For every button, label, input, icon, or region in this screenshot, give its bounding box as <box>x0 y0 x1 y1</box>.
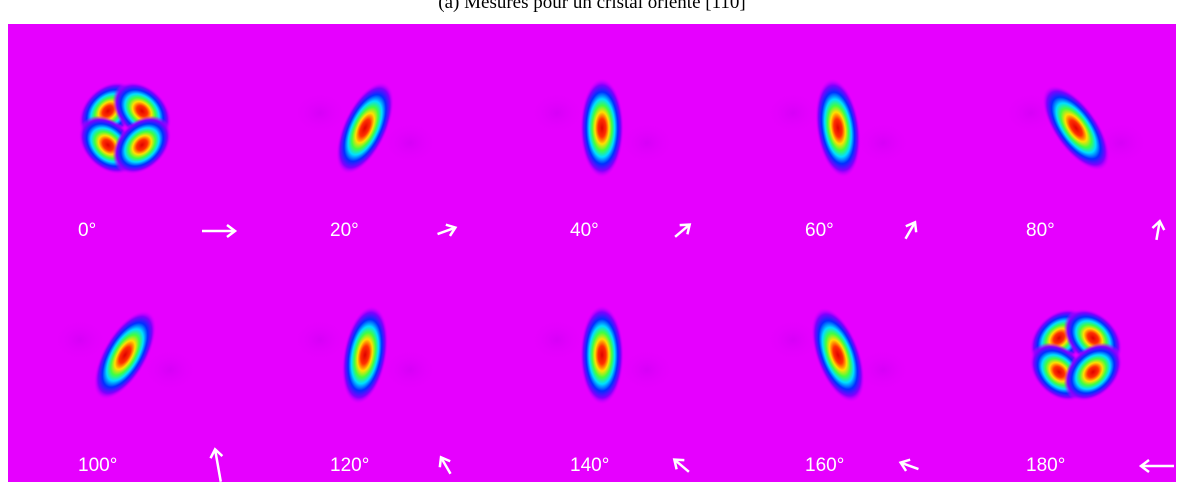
arrow-head <box>209 447 224 459</box>
faint-lobe <box>529 91 585 135</box>
polarization-arrow <box>898 458 919 472</box>
arrow-shaft <box>440 457 452 475</box>
intensity-map <box>1029 308 1123 402</box>
lobe <box>341 305 389 405</box>
angle-label: 80° <box>1026 220 1055 241</box>
arrow-head <box>1138 459 1150 473</box>
intensity-map <box>52 310 198 400</box>
arrow-shaft <box>1155 221 1161 241</box>
intensity-map <box>292 81 438 175</box>
intensity-map <box>1003 85 1149 171</box>
arrow-head <box>226 224 238 238</box>
angle-label: 180° <box>1026 455 1065 476</box>
angle-label: 140° <box>570 455 609 476</box>
arrow-head <box>905 220 918 233</box>
intensity-map <box>765 307 911 403</box>
polarization-arrow <box>209 447 224 482</box>
polarization-arrow <box>904 220 918 240</box>
polarization-arrow <box>674 223 692 238</box>
faint-lobe <box>855 348 911 392</box>
polarization-arrow <box>1138 459 1174 473</box>
angle-label: 20° <box>330 220 359 241</box>
arrow-head <box>1151 219 1166 231</box>
figure: 0° 20° 40° 60° 80° 100° 120° 140° 160° 180° <box>8 24 1176 482</box>
lobe <box>335 81 395 175</box>
faint-lobe <box>382 121 438 165</box>
faint-lobe <box>765 318 821 362</box>
faint-lobe <box>292 91 348 135</box>
arrow-head <box>438 455 451 468</box>
arrow-head <box>445 223 458 237</box>
figure-caption: (a) Mesures pour un cristal orienté [110… <box>438 0 746 13</box>
faint-lobe <box>765 91 821 135</box>
faint-lobe <box>619 121 675 165</box>
polarization-arrow <box>438 455 452 475</box>
lobe <box>580 78 624 178</box>
angle-label: 100° <box>78 455 117 476</box>
lobe <box>93 310 157 400</box>
intensity-map <box>292 305 438 405</box>
polarization-arrow <box>437 223 458 237</box>
arrow-shaft <box>437 226 455 236</box>
faint-lobe <box>382 348 438 392</box>
lobe <box>815 78 861 178</box>
arrow-head <box>898 458 911 472</box>
lobe <box>580 305 624 405</box>
faint-lobe <box>619 348 675 392</box>
intensity-map <box>78 81 172 175</box>
lobe <box>1063 342 1123 402</box>
intensity-map <box>529 78 675 178</box>
arrow-shaft <box>674 459 690 473</box>
arrow-head <box>672 458 685 470</box>
faint-lobe <box>52 318 108 362</box>
polarization-arrow <box>202 224 238 238</box>
intensity-map <box>529 305 675 405</box>
lobe <box>1042 85 1110 171</box>
angle-label: 120° <box>330 455 369 476</box>
arrow-shaft <box>213 450 223 482</box>
arrow-shaft <box>904 222 916 240</box>
faint-lobe <box>855 121 911 165</box>
angle-label: 40° <box>570 220 599 241</box>
angle-label: 0° <box>78 220 96 241</box>
faint-lobe <box>292 318 348 362</box>
intensity-map <box>765 78 911 178</box>
arrow-shaft <box>901 461 919 471</box>
polarization-arrow <box>1151 219 1166 241</box>
lobe <box>811 307 865 403</box>
faint-lobe <box>529 318 585 362</box>
angle-label: 60° <box>805 220 834 241</box>
faint-lobe <box>142 348 198 392</box>
arrow-head <box>679 223 692 235</box>
lobe <box>112 115 172 175</box>
angle-label: 160° <box>805 455 844 476</box>
arrow-shaft <box>674 224 690 238</box>
polarization-arrow <box>672 458 690 473</box>
